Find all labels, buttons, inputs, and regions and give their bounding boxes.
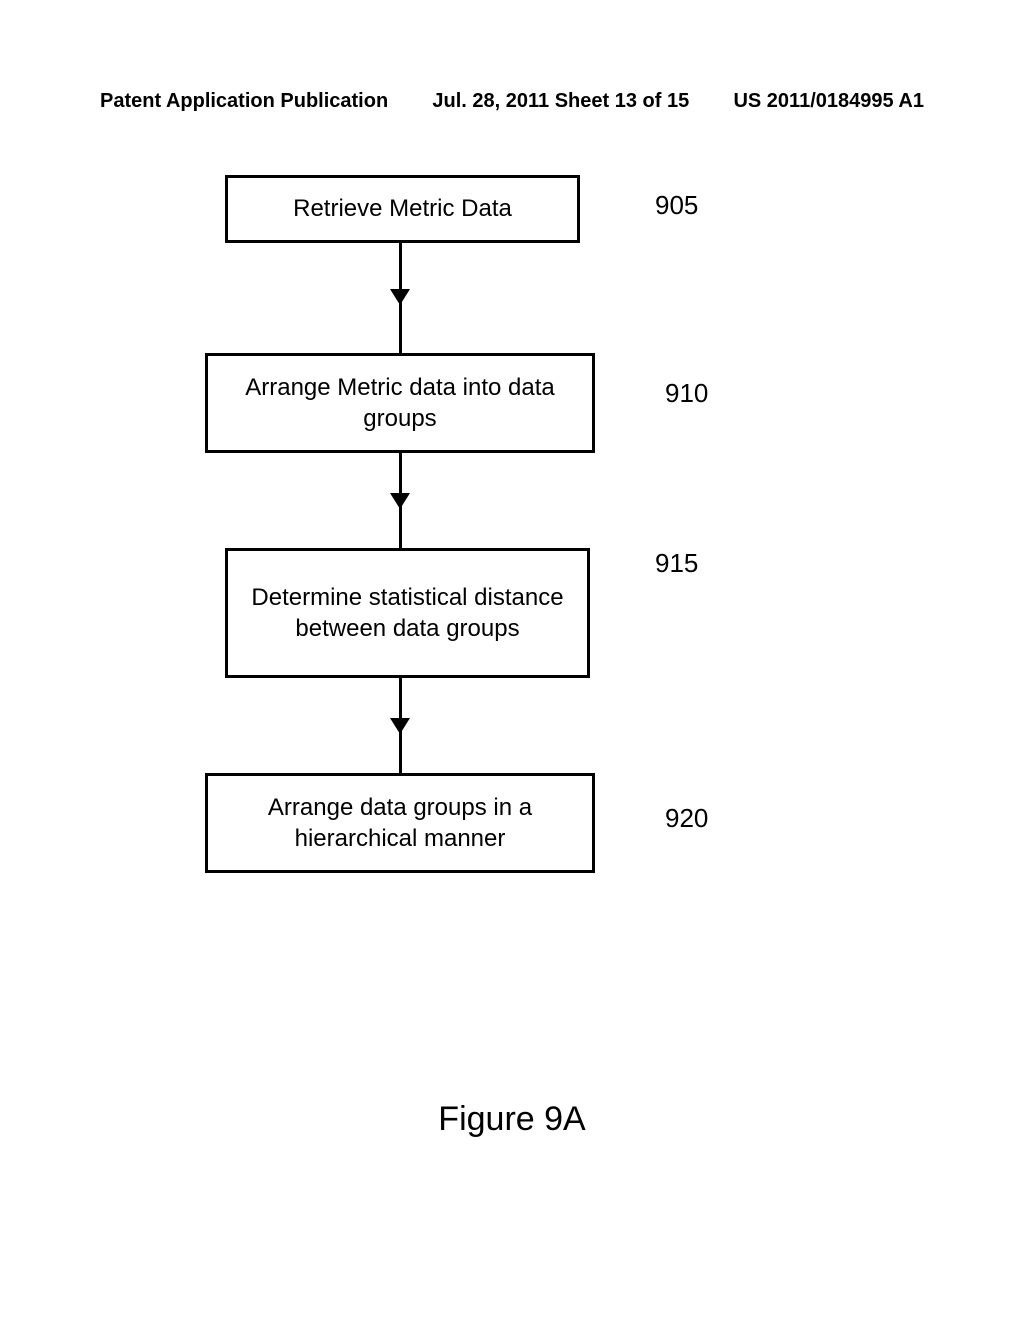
flowchart-box-3: Arrange data groups in a hierarchical ma… — [205, 773, 595, 873]
flowchart-step-3: Arrange data groups in a hierarchical ma… — [200, 773, 800, 873]
flowchart-label-0: 905 — [655, 190, 698, 221]
flowchart-connector-0 — [390, 243, 410, 353]
header-right-text: US 2011/0184995 A1 — [733, 90, 924, 113]
flowchart-label-2: 915 — [655, 548, 698, 579]
flowchart-step-0: Retrieve Metric Data 905 — [200, 175, 800, 243]
flowchart-label-3: 920 — [665, 803, 708, 834]
flowchart-container: Retrieve Metric Data 905 Arrange Metric da… — [200, 175, 800, 873]
arrow-down-icon — [390, 718, 410, 734]
header-center-text: Jul. 28, 2011 Sheet 13 of 15 — [432, 90, 689, 113]
figure-title: Figure 9A — [0, 1100, 1024, 1139]
flowchart-box-0: Retrieve Metric Data — [225, 175, 580, 243]
header-left-text: Patent Application Publication — [100, 90, 388, 113]
flowchart-label-1: 910 — [665, 378, 708, 409]
flowchart-step-1: Arrange Metric data into data groups 910 — [200, 353, 800, 453]
page-header: Patent Application Publication Jul. 28, … — [0, 90, 1024, 113]
flowchart-box-1: Arrange Metric data into data groups — [205, 353, 595, 453]
arrow-down-icon — [390, 493, 410, 509]
arrow-down-icon — [390, 289, 410, 305]
flowchart-box-2: Determine statistical distance between d… — [225, 548, 590, 678]
flowchart-connector-1 — [390, 453, 410, 548]
flowchart-connector-2 — [390, 678, 410, 773]
flowchart-step-2: Determine statistical distance between d… — [200, 548, 800, 678]
